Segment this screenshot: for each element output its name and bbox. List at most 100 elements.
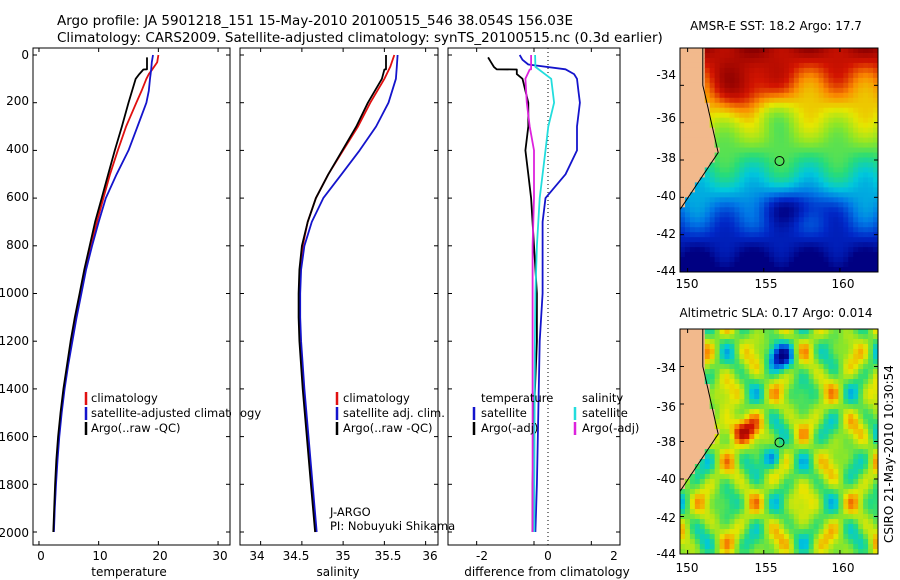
map-cell [873,339,878,345]
map-cell [709,172,716,179]
map-cell [823,479,830,485]
map-cell [783,459,790,465]
map-cell [818,484,825,490]
map-cell [694,439,701,445]
map-cell [783,197,790,203]
map-cell [724,419,731,425]
map-cell [813,389,820,395]
legend-label: Argo(-adj) [582,421,639,435]
map-cell [694,242,701,248]
map-cell [808,439,815,445]
map-cell [818,147,825,154]
map-cell [729,217,736,223]
map-cell [848,379,854,385]
map-cell [853,489,859,495]
map-cell [769,217,775,223]
map-cell [769,212,775,218]
map-cell [788,67,795,74]
map-cell [798,389,805,395]
map-cell [858,354,864,360]
map-cell [724,132,731,139]
map-cell [848,52,854,59]
map-cell [818,369,825,375]
map-cell [788,192,795,198]
map-cell [828,57,835,64]
map-cell [684,187,691,193]
map-cell [868,52,874,59]
map-cell [808,212,815,218]
map-cell [769,227,775,233]
map-cell [764,97,770,104]
map-cell [684,349,691,355]
map-cell [863,177,869,183]
map-cell [689,217,696,223]
map-cell [838,464,844,470]
map-cell [783,132,790,139]
map-cell [783,384,790,390]
map-cell [734,72,740,79]
map-cell [823,424,830,430]
map-cell [774,177,780,183]
map-cell [803,127,810,134]
map-cell [823,237,830,243]
map-cell [853,172,859,179]
map-cell [868,152,874,159]
map-cell [833,354,839,360]
map-cell [779,369,785,375]
map-cell [759,329,765,335]
map-cell [798,454,805,460]
map-cell [863,474,869,480]
map-cell [853,182,859,188]
map-cell [779,142,785,149]
map-cell [868,399,874,405]
map-cell [863,157,869,164]
map-cell [848,252,854,258]
map-cell [808,162,815,169]
map-cell [779,137,785,144]
map-cell [719,197,726,203]
map-cell [744,424,750,430]
map-cell [699,424,706,430]
map-cell [734,207,740,213]
map-cell [699,227,706,233]
map-cell [759,232,765,238]
map-cell [779,354,785,360]
map-cell [858,519,864,525]
map-cell [680,87,686,94]
map-cell [759,132,765,139]
map-cell [813,549,820,554]
map-cell [739,107,745,114]
map-cell [783,499,790,505]
map-cell [818,222,825,228]
map-cell [798,464,805,470]
map-cell [873,494,878,500]
map-cell [823,519,830,525]
map-cell [714,439,721,445]
map-cell [680,414,686,420]
map-cell [754,329,760,335]
map-cell [729,182,736,188]
map-cell [769,132,775,139]
map-cell [858,142,864,149]
map-cell [694,369,701,375]
map-cell [863,162,869,169]
map-cell [694,354,701,360]
map-cell [793,72,800,79]
map-cell [823,267,830,272]
map-cell [684,354,691,360]
map-cell [838,147,844,154]
map-cell [808,112,815,119]
map-cell [684,92,691,99]
map-cell [759,242,765,248]
map-cell [798,459,805,465]
map-cell [714,409,721,415]
map-cell [719,237,726,243]
map-cell [843,334,849,340]
map-cell [838,369,844,375]
map-cell [843,459,849,465]
map-cell [759,102,765,109]
map-cell [749,157,755,164]
map-cell [803,132,810,139]
map-cell [798,132,805,139]
map-cell [739,122,745,129]
